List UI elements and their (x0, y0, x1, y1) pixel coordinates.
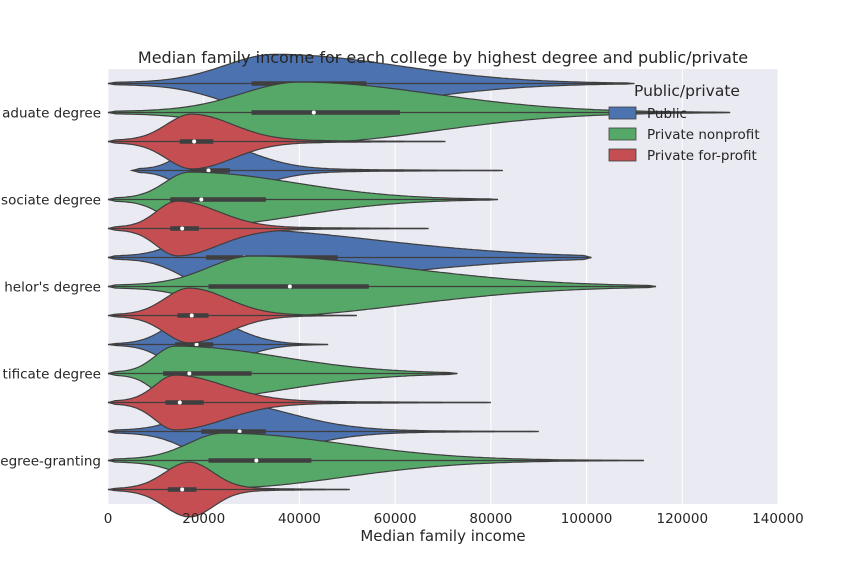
violins (107, 53, 731, 518)
violin-median (180, 487, 185, 492)
y-tick-label: helor's degree (4, 280, 101, 296)
violin-median (254, 458, 259, 463)
legend-swatch (608, 127, 637, 141)
x-tick-label: 100000 (561, 511, 613, 527)
y-tick-label: aduate degree (2, 106, 101, 122)
violin-private-for-profit-0 (107, 113, 446, 170)
chart-title: Median family income for each college by… (138, 48, 748, 67)
y-tick-label: egree-granting (0, 454, 101, 470)
violin-private-for-profit-4 (107, 461, 350, 518)
x-tick-label: 140000 (752, 511, 804, 527)
violin-median (311, 110, 316, 115)
legend-swatch (608, 106, 637, 120)
legend-entry-label: Private nonprofit (647, 127, 760, 143)
violin-median (189, 313, 194, 318)
violin-median (237, 429, 242, 434)
legend-title: Public/private (634, 82, 740, 100)
x-tick-label: 120000 (657, 511, 709, 527)
violin-private-nonprofit-4 (107, 432, 645, 489)
violin-median (206, 168, 211, 173)
violin-median (180, 226, 185, 231)
y-tick-label: sociate degree (1, 193, 101, 209)
x-tick-label: 40000 (278, 511, 321, 527)
x-tick-label: 0 (104, 511, 113, 527)
violin-median (287, 284, 292, 289)
x-tick-label: 80000 (469, 511, 512, 527)
x-tick-labels: 0 20000 40000 60000 80000 100000 120000 140000 (104, 511, 804, 527)
legend: Public/private Public Private nonprofit Pr… (608, 82, 760, 164)
violin-median (177, 400, 182, 405)
violin-private-for-profit-3 (107, 374, 491, 431)
violin-median (192, 139, 197, 144)
y-tick-label: tificate degree (3, 367, 101, 383)
legend-entry-label: Private for-profit (647, 148, 757, 164)
legend-swatch (608, 148, 637, 162)
violin-private-for-profit-2 (107, 287, 357, 344)
legend-entry-label: Public (647, 106, 687, 122)
y-tick-labels: aduate degree sociate degree helor's degre… (0, 106, 101, 470)
x-tick-label: 20000 (182, 511, 225, 527)
violin-median (187, 371, 192, 376)
violin-median (194, 342, 199, 347)
x-tick-label: 60000 (374, 511, 417, 527)
violin-private-for-profit-1 (107, 200, 429, 257)
violin-median (199, 197, 204, 202)
x-axis-title: Median family income (360, 527, 525, 545)
